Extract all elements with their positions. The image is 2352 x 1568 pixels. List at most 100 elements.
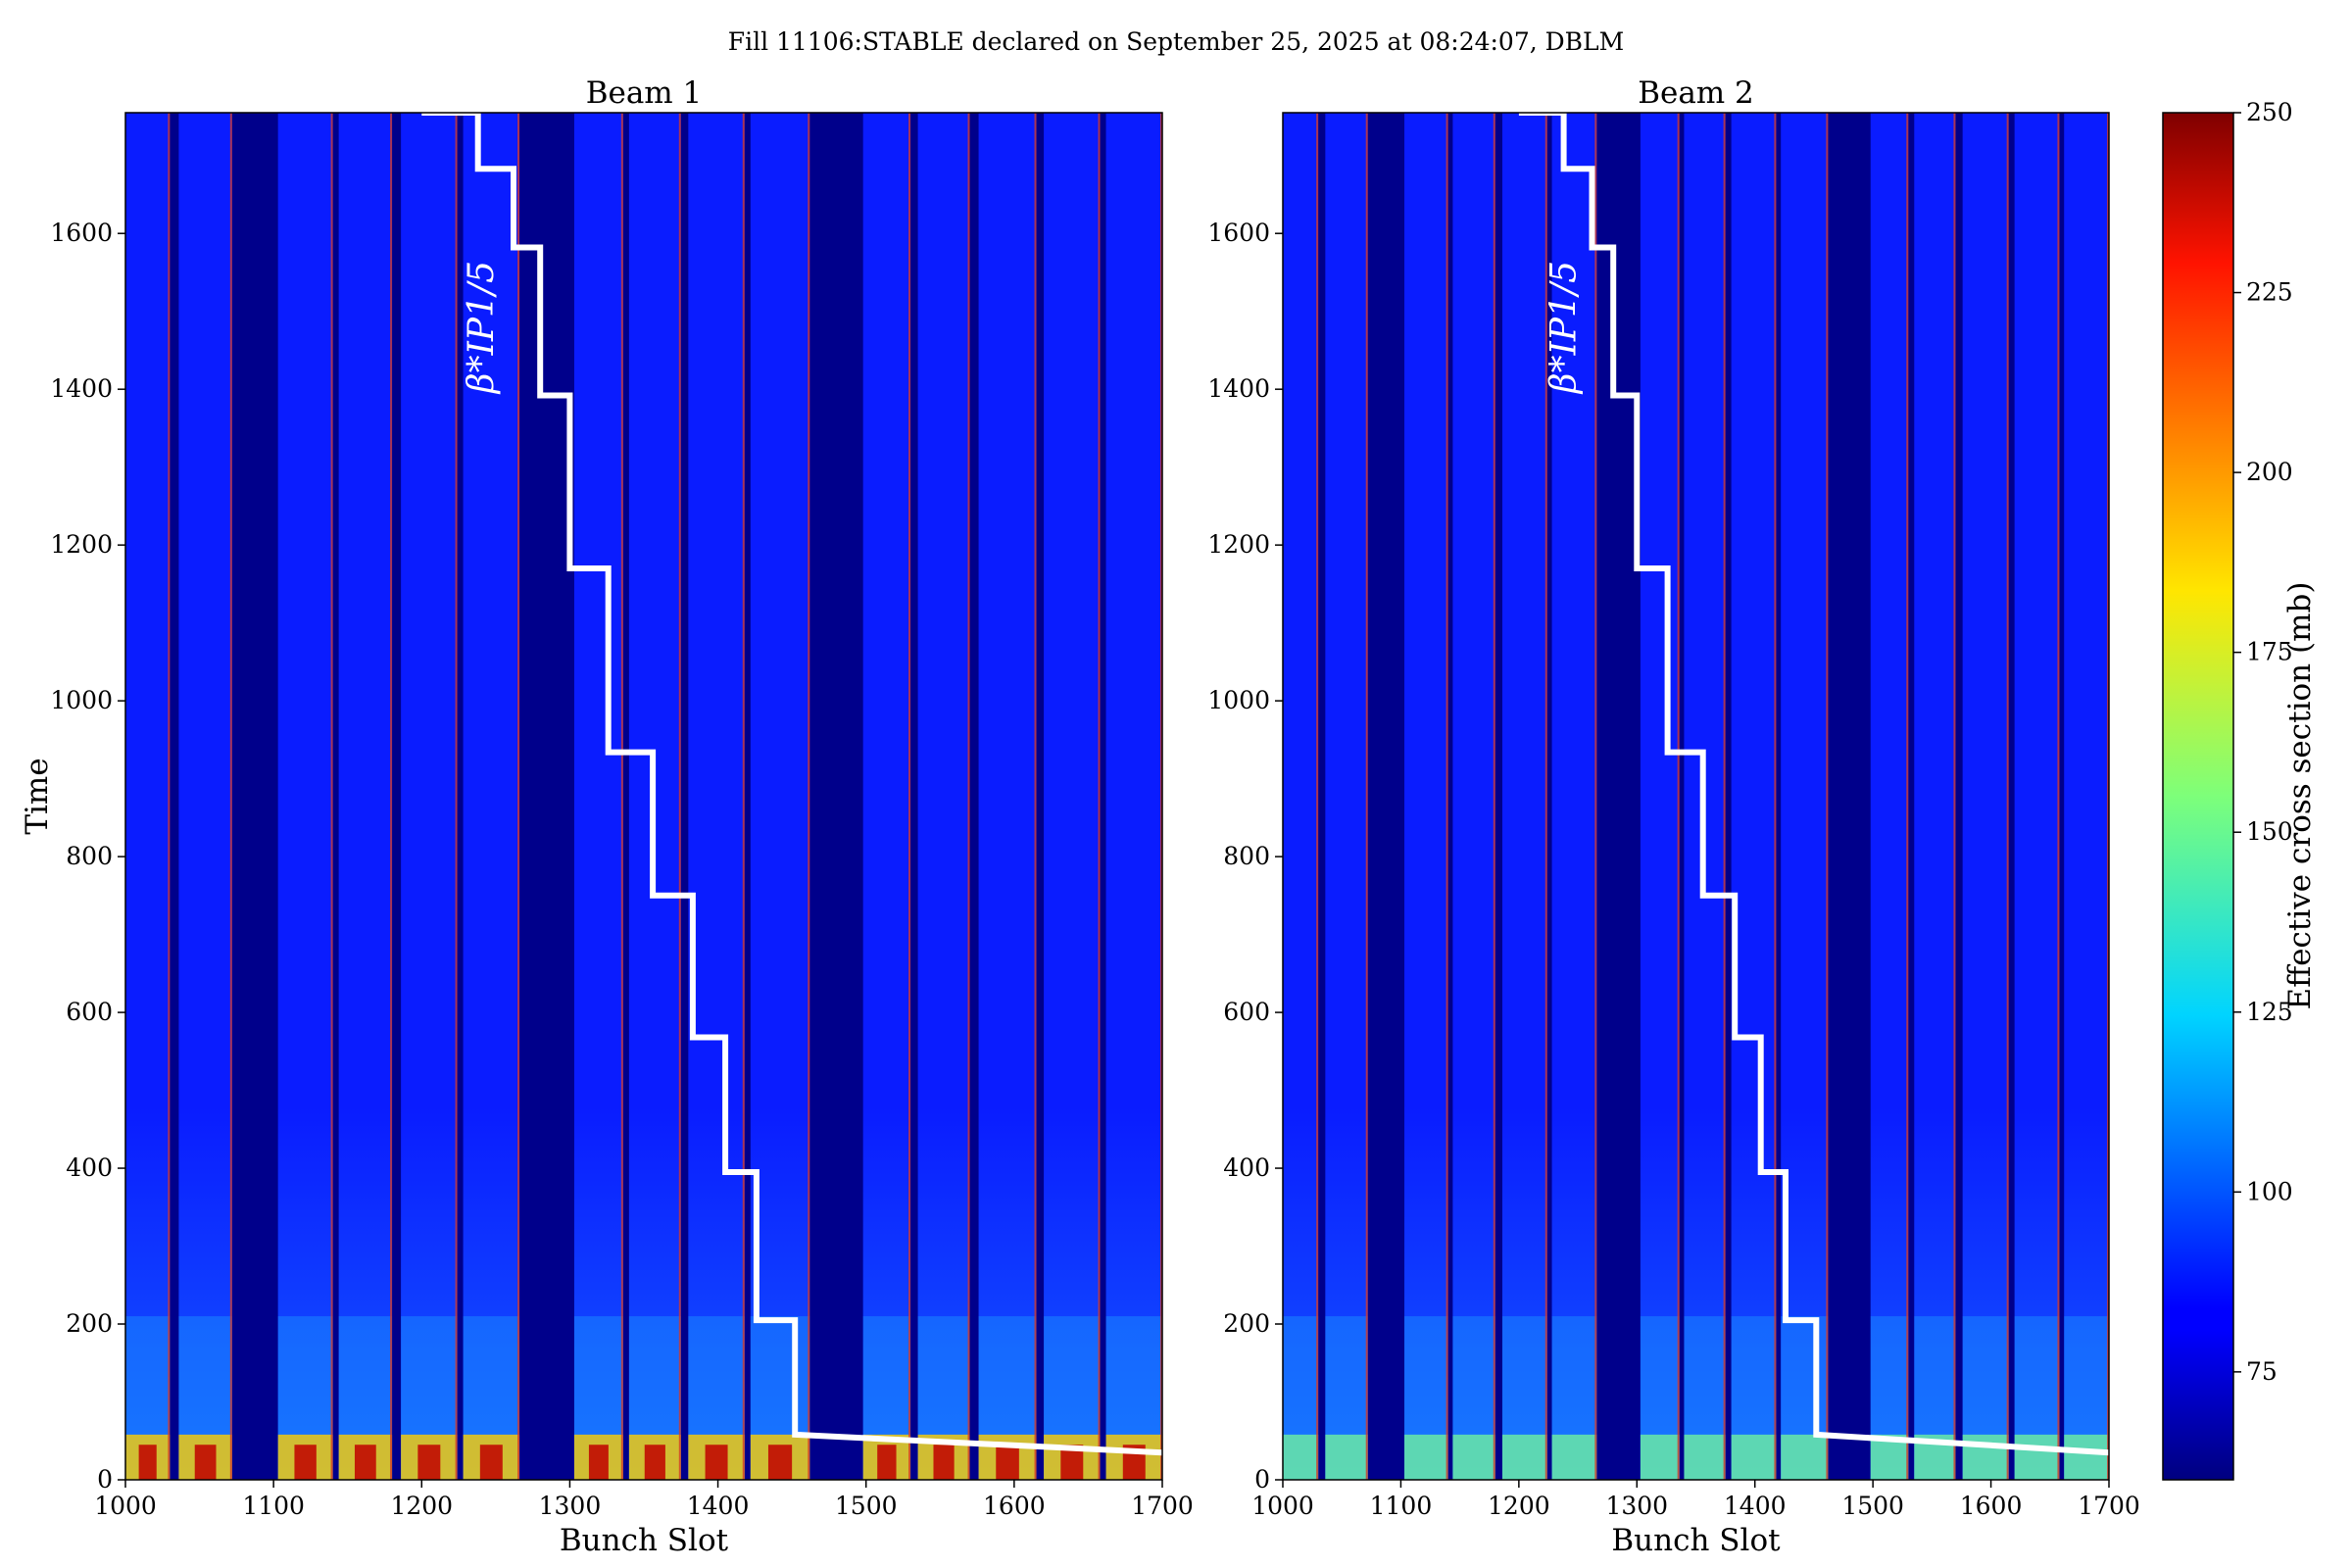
train-warm-band (1870, 1105, 1909, 1480)
train-warm-band (1684, 1105, 1726, 1480)
x-tick-label: 1700 (1131, 1492, 1194, 1520)
train-hot-spot (194, 1445, 217, 1480)
y-tick-label: 800 (1223, 842, 1270, 870)
train-start-band (1781, 1434, 1829, 1480)
y-tick-label: 0 (1254, 1465, 1270, 1494)
train-warm-band (862, 1105, 911, 1480)
y-tick-label: 1600 (1207, 219, 1270, 247)
train-warm-band (688, 1105, 745, 1480)
beta-star-label: β*IP1/5 (462, 261, 502, 395)
x-tick-label: 1000 (1251, 1492, 1314, 1520)
train-warm-band (917, 1105, 970, 1480)
colorbar-tick-label: 200 (2246, 458, 2293, 486)
train-warm-band (1044, 1105, 1101, 1480)
train-start-band (2014, 1434, 2060, 1480)
colorbar-tick-label: 75 (2246, 1357, 2278, 1386)
y-tick-label: 200 (66, 1309, 113, 1338)
train-hot-spot (479, 1445, 503, 1480)
x-tick-label: 1100 (242, 1492, 305, 1520)
x-tick-label: 1100 (1370, 1492, 1433, 1520)
train-hot-spot (877, 1445, 897, 1480)
train-warm-band (401, 1105, 458, 1480)
train-warm-band (1731, 1105, 1777, 1480)
colorbar-tick-label: 250 (2246, 98, 2293, 126)
y-tick-label: 600 (66, 998, 113, 1026)
y-tick-label: 0 (97, 1465, 113, 1494)
train-warm-band (463, 1105, 520, 1480)
x-tick-label: 1500 (1841, 1492, 1904, 1520)
train-warm-band (1551, 1105, 1597, 1480)
train-warm-band (628, 1105, 681, 1480)
colorbar-tick-label: 225 (2246, 278, 2293, 307)
colorbar: 75 100 125 150 175 200 225 250 Effective cross … (2162, 98, 2318, 1481)
y-tick-label: 1000 (50, 686, 113, 714)
train-warm-band (1325, 1105, 1368, 1480)
y-tick-label: 1600 (50, 219, 113, 247)
figure-title: Fill 11106:STABLE declared on September … (728, 27, 1625, 56)
train-start-band (1452, 1434, 1495, 1480)
train-warm-band (573, 1105, 623, 1480)
train-start-band (1501, 1434, 1547, 1480)
beta-star-step-line (421, 110, 1163, 1456)
y-tick-label: 400 (1223, 1153, 1270, 1182)
train-start-band (1640, 1434, 1680, 1480)
y-tick-label: 200 (1223, 1309, 1270, 1338)
x-tick-label: 1300 (1605, 1492, 1668, 1520)
x-tick-label: 1600 (1960, 1492, 2023, 1520)
beta-star-step-line (1518, 110, 2110, 1456)
train-hot-spot (767, 1445, 793, 1480)
x-tick-label: 1200 (1488, 1492, 1550, 1520)
colorbar-tick-label: 150 (2246, 817, 2293, 846)
train-warm-band (1404, 1105, 1448, 1480)
train-warm-band (2064, 1105, 2109, 1480)
train-warm-band (277, 1105, 333, 1480)
train-warm-band (2014, 1105, 2060, 1480)
colorbar-gradient (2162, 112, 2234, 1481)
beta-star-label: β*IP1/5 (1544, 261, 1585, 395)
train-hot-spot (354, 1445, 376, 1480)
y-tick-label: 1200 (50, 530, 113, 559)
x-tick-label: 1700 (2078, 1492, 2140, 1520)
train-warm-band (1962, 1105, 2009, 1480)
x-axis-label: Bunch Slot (1611, 1523, 1781, 1558)
plot-frame (124, 112, 1163, 1481)
train-warm-band (178, 1105, 232, 1480)
train-start-band (1283, 1434, 1319, 1480)
train-warm-band (1283, 1105, 1319, 1480)
y-tick-label: 600 (1223, 998, 1270, 1026)
train-start-band (1325, 1434, 1368, 1480)
train-start-band (1404, 1434, 1448, 1480)
colorbar-tick-label: 125 (2246, 998, 2293, 1026)
train-hot-spot (705, 1445, 728, 1480)
train-start-band (1684, 1434, 1726, 1480)
train-hot-spot (644, 1445, 665, 1480)
train-hot-spot (138, 1445, 157, 1480)
colorbar-tick-label: 175 (2246, 638, 2293, 666)
train-warm-band (1781, 1105, 1829, 1480)
train-warm-band (1452, 1105, 1495, 1480)
x-tick-label: 1400 (687, 1492, 750, 1520)
train-warm-band (978, 1105, 1037, 1480)
panel-title: Beam 2 (1638, 75, 1754, 111)
x-tick-label: 1000 (94, 1492, 157, 1520)
colorbar-ticks: 75 100 125 150 175 200 225 250 (2233, 98, 2293, 1386)
y-tick-label: 1400 (50, 374, 113, 403)
train-warm-band (1501, 1105, 1547, 1480)
train-warm-band (1105, 1105, 1162, 1480)
y-tick-label: 1200 (1207, 530, 1270, 559)
train-warm-band (1914, 1105, 1956, 1480)
train-hot-spot (933, 1445, 955, 1480)
train-warm-band (1640, 1105, 1680, 1480)
y-axis-label: Time (20, 758, 55, 834)
train-hot-spot (294, 1445, 317, 1480)
colorbar-tick-label: 100 (2246, 1177, 2293, 1205)
train-start-band (1551, 1434, 1597, 1480)
panel-title: Beam 1 (586, 75, 703, 111)
train-warm-band (750, 1105, 810, 1480)
x-axis-label: Bunch Slot (560, 1523, 729, 1558)
y-tick-label: 1400 (1207, 374, 1270, 403)
train-hot-spot (1060, 1445, 1084, 1480)
y-tick-label: 400 (66, 1153, 113, 1182)
y-tick-label: 1000 (1207, 686, 1270, 714)
